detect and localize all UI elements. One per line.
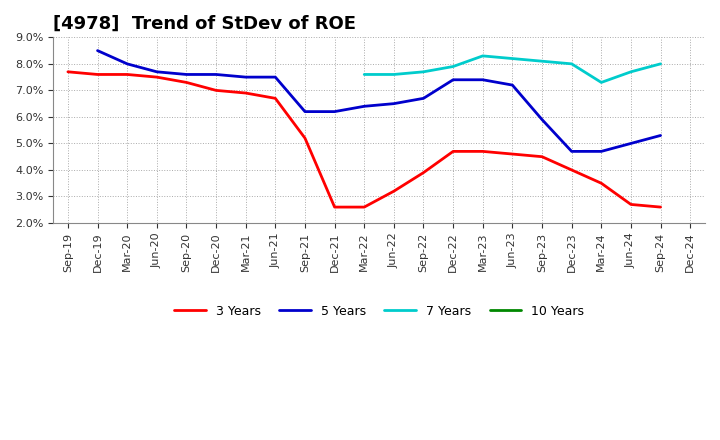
Line: 5 Years: 5 Years	[97, 51, 660, 151]
7 Years	[390, 72, 398, 77]
5 Years	[123, 61, 132, 66]
5 Years	[330, 109, 339, 114]
3 Years	[656, 205, 665, 210]
7 Years	[656, 61, 665, 66]
7 Years	[567, 61, 576, 66]
3 Years	[271, 96, 279, 101]
5 Years	[508, 82, 517, 88]
Text: [4978]  Trend of StDev of ROE: [4978] Trend of StDev of ROE	[53, 15, 356, 33]
3 Years	[390, 188, 398, 194]
3 Years	[508, 151, 517, 157]
3 Years	[330, 205, 339, 210]
7 Years	[538, 59, 546, 64]
5 Years	[241, 74, 250, 80]
7 Years	[360, 72, 369, 77]
3 Years	[360, 205, 369, 210]
5 Years	[538, 117, 546, 122]
5 Years	[153, 69, 161, 74]
7 Years	[597, 80, 606, 85]
3 Years	[626, 202, 635, 207]
Line: 7 Years: 7 Years	[364, 56, 660, 82]
3 Years	[449, 149, 457, 154]
3 Years	[479, 149, 487, 154]
5 Years	[271, 74, 279, 80]
3 Years	[597, 180, 606, 186]
5 Years	[212, 72, 220, 77]
3 Years	[182, 80, 191, 85]
5 Years	[360, 104, 369, 109]
3 Years	[419, 170, 428, 175]
3 Years	[212, 88, 220, 93]
5 Years	[182, 72, 191, 77]
7 Years	[479, 53, 487, 59]
5 Years	[656, 133, 665, 138]
5 Years	[390, 101, 398, 106]
7 Years	[626, 69, 635, 74]
3 Years	[241, 90, 250, 95]
7 Years	[449, 64, 457, 69]
3 Years	[567, 167, 576, 172]
5 Years	[449, 77, 457, 82]
5 Years	[419, 96, 428, 101]
Legend: 3 Years, 5 Years, 7 Years, 10 Years: 3 Years, 5 Years, 7 Years, 10 Years	[169, 300, 589, 323]
5 Years	[597, 149, 606, 154]
5 Years	[301, 109, 310, 114]
3 Years	[153, 74, 161, 80]
3 Years	[301, 136, 310, 141]
5 Years	[567, 149, 576, 154]
3 Years	[123, 72, 132, 77]
5 Years	[626, 141, 635, 146]
7 Years	[508, 56, 517, 61]
3 Years	[93, 72, 102, 77]
3 Years	[538, 154, 546, 159]
5 Years	[93, 48, 102, 53]
7 Years	[419, 69, 428, 74]
Line: 3 Years: 3 Years	[68, 72, 660, 207]
5 Years	[479, 77, 487, 82]
3 Years	[63, 69, 72, 74]
